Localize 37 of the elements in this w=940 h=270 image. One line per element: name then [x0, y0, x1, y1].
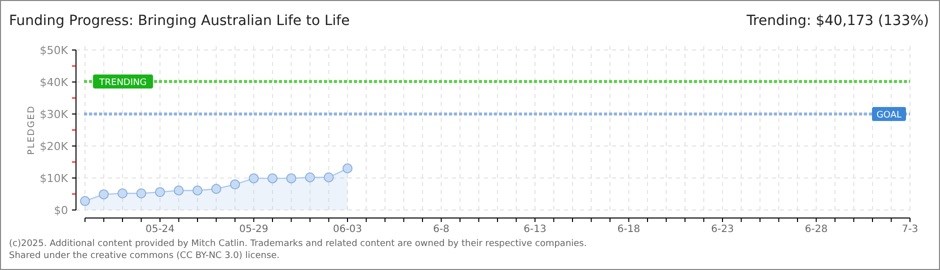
point: [174, 185, 184, 196]
point: [155, 187, 165, 198]
x-tick-label: 6-18: [617, 224, 640, 235]
point: [80, 196, 90, 206]
x-tick-label: 6-23: [711, 224, 734, 235]
point: [248, 173, 259, 184]
text: Trending: $40,173 (133%): [746, 13, 929, 29]
x-tick-label: 6-28: [804, 224, 828, 235]
ref-line-label: TRENDING: [98, 78, 147, 88]
x-tick-label: 05-29: [239, 224, 268, 235]
point: [268, 173, 278, 184]
ref-line-label: GOAL: [876, 110, 902, 120]
y-tick-label: $20K: [40, 140, 69, 153]
point: [211, 184, 222, 194]
y-tick-label: $30K: [40, 108, 69, 121]
y-tick-label: $50K: [40, 44, 69, 57]
point: [192, 185, 202, 196]
point: [118, 188, 128, 198]
chart-title: Funding Progress: Bringing Australian Life to Life: [9, 13, 350, 29]
point: [98, 189, 109, 200]
y-tick-label: $0: [54, 204, 68, 217]
point: [286, 173, 296, 184]
point: [342, 163, 352, 174]
y-tick-label: $40K: [40, 76, 69, 89]
text: (c)2025. Additional content provided by Mitch Catlin. Trademarks and related content are owned by their respective companies.: [9, 239, 587, 249]
x-tick-label: 06-03: [332, 224, 362, 235]
y-tick-label: $10K: [40, 172, 69, 185]
point: [230, 179, 240, 190]
x-tick-label: 7-3: [902, 224, 918, 235]
point: [324, 172, 334, 182]
point: [136, 188, 146, 198]
x-tick-label: 05-24: [145, 224, 175, 235]
point: [305, 172, 315, 182]
y-axis-title: PLEDGED: [27, 105, 37, 155]
x-tick-label: 6-8: [433, 224, 450, 235]
text: Shared under the creative commons (CC BY-NC 3.0) license.: [9, 251, 280, 261]
x-tick-label: 6-13: [524, 224, 546, 235]
